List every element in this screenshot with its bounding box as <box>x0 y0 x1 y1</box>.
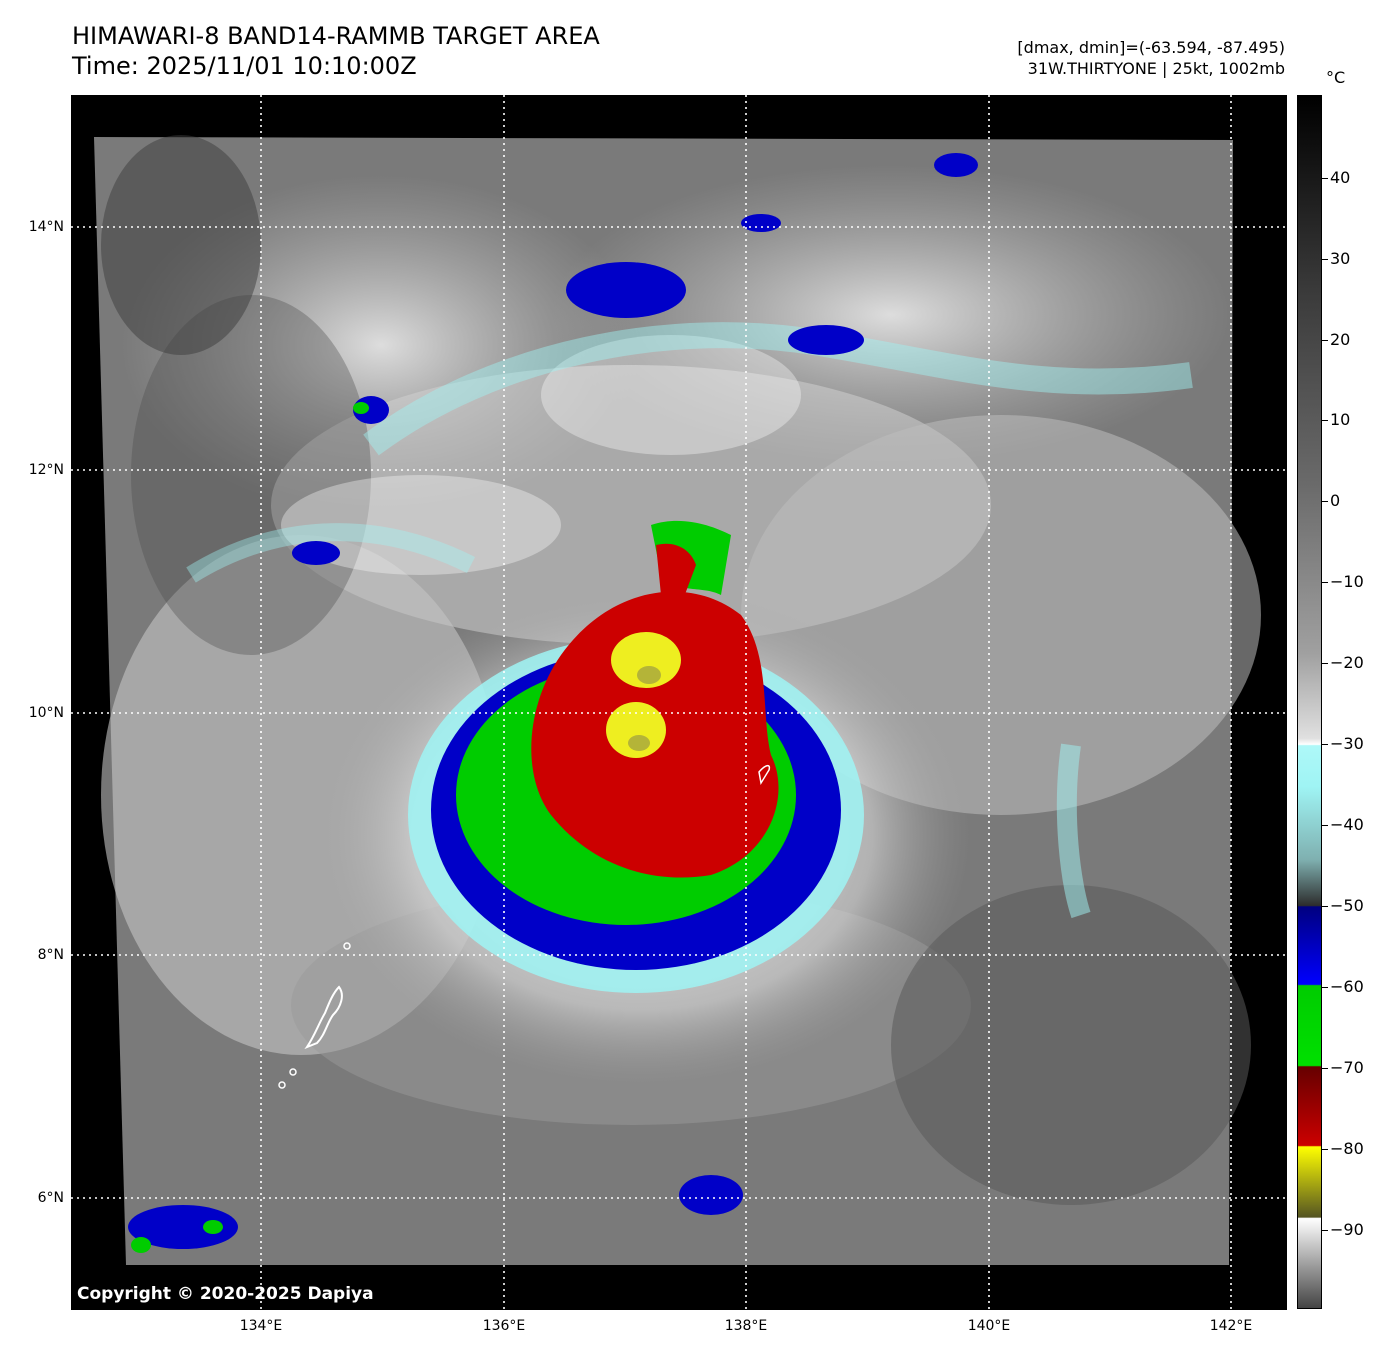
colorbar-tick <box>1322 663 1328 664</box>
cold-cloud-yellow-south <box>606 702 666 758</box>
colorbar-label-30: 30 <box>1330 249 1351 268</box>
colorbar-tick <box>1322 744 1328 745</box>
colorbar-label-minus80: −80 <box>1330 1139 1364 1158</box>
copyright-text: Copyright © 2020-2025 Dapiya <box>77 1284 374 1304</box>
colorbar-label-10: 10 <box>1330 410 1351 429</box>
lon-label-138: 138°E <box>724 1318 768 1334</box>
colorbar-label-minus90: −90 <box>1330 1220 1364 1239</box>
lat-label-12: 12°N <box>28 462 64 478</box>
colorbar-label-minus60: −60 <box>1330 977 1364 996</box>
satellite-map: Copyright © 2020-2025 Dapiya <box>71 95 1287 1310</box>
satellite-imagery <box>71 95 1287 1310</box>
colorbar-label-0: 0 <box>1330 491 1341 510</box>
colorbar-tick <box>1322 1230 1328 1231</box>
storm-info-text: 31W.THIRTYONE | 25kt, 1002mb <box>1027 59 1285 78</box>
colorbar-tick <box>1322 582 1328 583</box>
lat-label-10: 10°N <box>28 705 64 721</box>
temperature-colorbar <box>1297 95 1322 1309</box>
time-stamp: Time: 2025/11/01 10:10:00Z <box>72 52 417 80</box>
colorbar-label-minus10: −10 <box>1330 572 1364 591</box>
lon-label-134: 134°E <box>239 1318 283 1334</box>
colorbar-tick <box>1322 501 1328 502</box>
colorbar-tick <box>1322 987 1328 988</box>
data-range-text: [dmax, dmin]=(-63.594, -87.495) <box>1017 38 1285 57</box>
colorbar-label-minus30: −30 <box>1330 734 1364 753</box>
lat-label-8: 8°N <box>37 947 64 963</box>
chart-title: HIMAWARI-8 BAND14-RAMMB TARGET AREA <box>72 22 600 50</box>
colorbar-tick <box>1322 178 1328 179</box>
colorbar-tick <box>1322 420 1328 421</box>
colorbar-tick <box>1322 1149 1328 1150</box>
colorbar-label-20: 20 <box>1330 330 1351 349</box>
colorbar-label-40: 40 <box>1330 168 1351 187</box>
colorbar-tick <box>1322 1068 1328 1069</box>
lat-label-14: 14°N <box>28 219 64 235</box>
colorbar-label-minus20: −20 <box>1330 653 1364 672</box>
lat-label-6: 6°N <box>37 1190 64 1206</box>
lon-label-142: 142°E <box>1209 1318 1253 1334</box>
lon-label-136: 136°E <box>482 1318 526 1334</box>
colorbar-label-minus40: −40 <box>1330 815 1364 834</box>
graticule <box>71 95 1287 1310</box>
colorbar-tick <box>1322 825 1328 826</box>
colorbar-tick <box>1322 340 1328 341</box>
colorbar-tick <box>1322 259 1328 260</box>
lon-label-140: 140°E <box>967 1318 1011 1334</box>
colorbar-label-minus50: −50 <box>1330 896 1364 915</box>
colorbar-tick <box>1322 906 1328 907</box>
colorbar-unit: °C <box>1326 68 1346 87</box>
colorbar-label-minus70: −70 <box>1330 1058 1364 1077</box>
coastline <box>304 985 343 1050</box>
cold-cloud-yellow-north <box>611 632 681 688</box>
